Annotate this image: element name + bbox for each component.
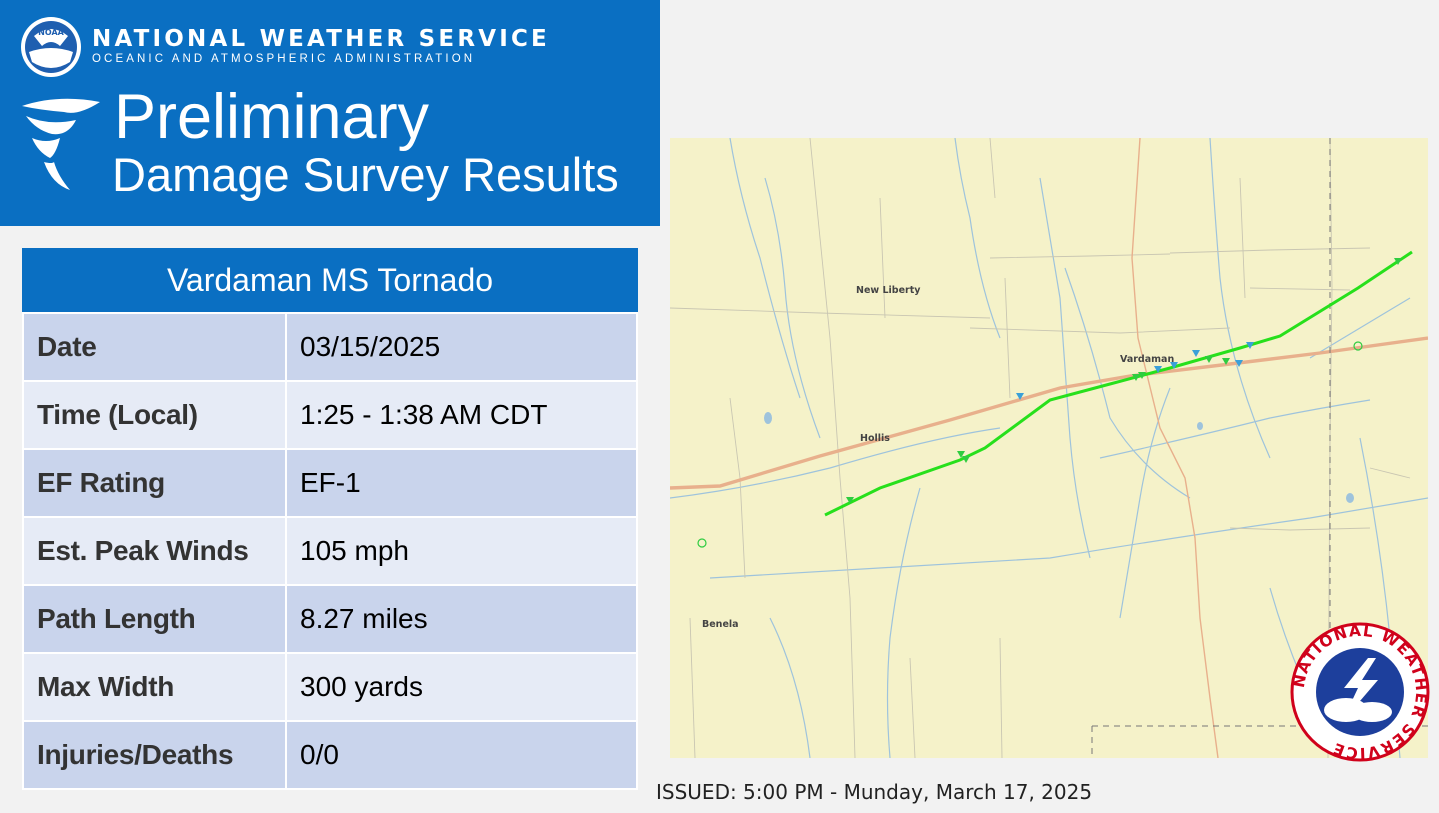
highway-8 [670, 336, 1428, 490]
row-value: EF-1 [285, 448, 638, 518]
nws-logo-icon: NATIONAL WEATHER SERVICE [1290, 622, 1430, 762]
title-line1: Preliminary [114, 82, 430, 152]
place-vardaman: Vardaman [1120, 354, 1175, 365]
noaa-logo-text: NOAA [38, 28, 64, 37]
row-label: Injuries/Deaths [22, 720, 287, 790]
title-line2: Damage Survey Results [112, 148, 619, 201]
row-value: 8.27 miles [285, 584, 638, 654]
tornado-icon [22, 98, 100, 190]
noaa-logo-icon: NOAA [21, 17, 81, 77]
row-value: 300 yards [285, 652, 638, 722]
agency-block: NATIONAL WEATHER SERVICE OCEANIC AND ATM… [92, 26, 550, 66]
survey-table-body: Date 03/15/2025 Time (Local) 1:25 - 1:38… [22, 312, 638, 790]
place-hollis: Hollis [860, 433, 890, 444]
agency-name: NATIONAL WEATHER SERVICE [92, 26, 550, 52]
place-new-liberty: New Liberty [856, 285, 921, 296]
table-row-ef-rating: EF Rating EF-1 [22, 448, 638, 518]
row-label: Est. Peak Winds [22, 516, 287, 586]
row-value: 105 mph [285, 516, 638, 586]
table-row-max-width: Max Width 300 yards [22, 652, 638, 722]
ponds [764, 412, 1354, 503]
table-row-time: Time (Local) 1:25 - 1:38 AM CDT [22, 380, 638, 450]
table-heading: Vardaman MS Tornado [22, 248, 638, 312]
table-row-path-length: Path Length 8.27 miles [22, 584, 638, 654]
row-value: 03/15/2025 [285, 312, 638, 382]
row-value: 1:25 - 1:38 AM CDT [285, 380, 638, 450]
minor-roads [670, 138, 1411, 758]
row-label: EF Rating [22, 448, 287, 518]
map-canvas [670, 138, 1428, 758]
survey-table: Vardaman MS Tornado Date 03/15/2025 Time… [22, 248, 638, 790]
row-value: 0/0 [285, 720, 638, 790]
tornado-track [824, 250, 1413, 517]
damage-markers [697, 258, 1402, 548]
table-row-peak-winds: Est. Peak Winds 105 mph [22, 516, 638, 586]
row-label: Time (Local) [22, 380, 287, 450]
agency-subtitle: OCEANIC AND ATMOSPHERIC ADMINISTRATION [92, 53, 476, 65]
place-benela: Benela [702, 619, 739, 630]
row-label: Date [22, 312, 287, 382]
row-label: Max Width [22, 652, 287, 722]
table-row-date: Date 03/15/2025 [22, 312, 638, 382]
issued-timestamp: ISSUED: 5:00 PM - Munday, March 17, 2025 [656, 780, 1093, 804]
table-row-injuries-deaths: Injuries/Deaths 0/0 [22, 720, 638, 790]
row-label: Path Length [22, 584, 287, 654]
highway-9 [1131, 138, 1219, 758]
header-banner: NOAA NATIONAL WEATHER SERVICE OCEANIC AN… [0, 0, 660, 226]
